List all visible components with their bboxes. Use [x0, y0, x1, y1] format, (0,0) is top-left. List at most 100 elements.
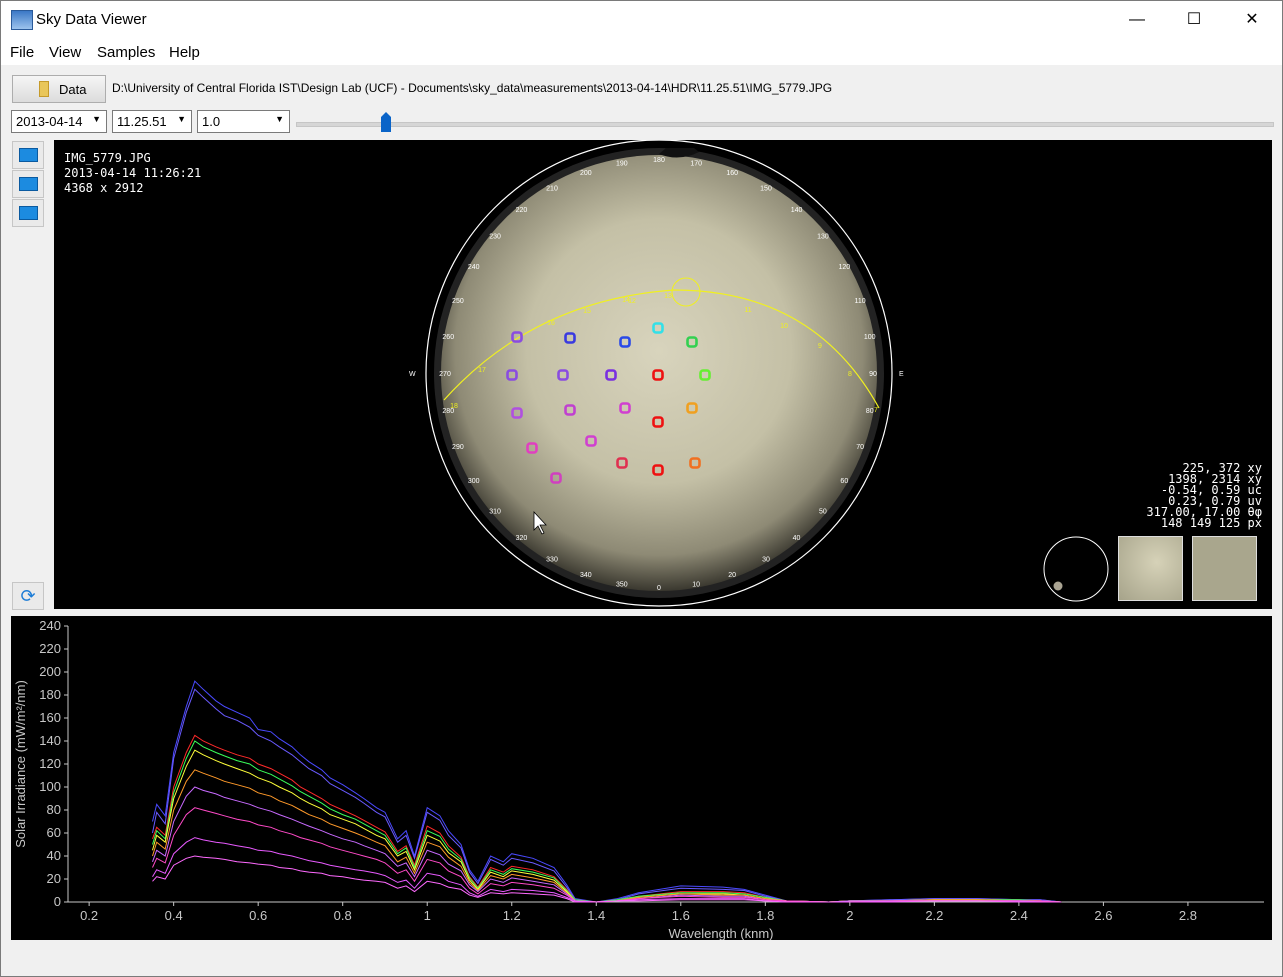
folder-icon [39, 81, 49, 97]
x-tick-label: 2.6 [1094, 908, 1112, 923]
azimuth-label: 330 [546, 556, 558, 563]
sample-point[interactable] [652, 322, 664, 334]
maximize-button[interactable]: ☐ [1186, 11, 1202, 28]
azimuth-label: 260 [442, 334, 454, 341]
capture-slider-track[interactable] [296, 122, 1274, 127]
x-tick-label: 1.4 [587, 908, 605, 923]
sample-point[interactable] [616, 457, 628, 469]
menu-help[interactable]: Help [169, 44, 200, 61]
azimuth-label: 90 [869, 371, 877, 378]
compass-east: E [899, 371, 904, 378]
sample-point[interactable] [585, 435, 597, 447]
view-button-1[interactable] [12, 141, 44, 169]
x-tick-label: 1.2 [503, 908, 521, 923]
x-tick-label: 0.2 [80, 908, 98, 923]
azimuth-label: 340 [580, 572, 592, 579]
sample-point[interactable] [686, 336, 698, 348]
azimuth-labels: 0 10 20 30 40 50 60 70 80 90 100 110 120 130 140 150 160… [439, 157, 877, 592]
irradiance-chart[interactable]: 0 20 40 60 80 100 120 140 160 180 200 220 240 0.2 0.4 0… [11, 616, 1272, 940]
chevron-down-icon: ▼ [92, 114, 101, 124]
exposure-value: 1.0 [202, 114, 221, 129]
compass-west: W [409, 371, 416, 378]
sample-point[interactable] [652, 416, 664, 428]
sample-point[interactable] [511, 407, 523, 419]
sample-point[interactable] [564, 404, 576, 416]
sample-point[interactable] [689, 457, 701, 469]
view-button-3[interactable] [12, 199, 44, 227]
y-tick-label: 0 [54, 894, 61, 909]
sample-point[interactable] [652, 369, 664, 381]
sun-hour-label: 16 [547, 320, 555, 327]
exposure-select[interactable]: 1.0 ▼ [197, 110, 290, 133]
sample-point[interactable] [652, 464, 664, 476]
menu-file[interactable]: File [10, 44, 35, 61]
time-value: 11.25.51 [117, 114, 167, 129]
sample-point[interactable] [605, 369, 617, 381]
x-tick-label: 1.6 [672, 908, 690, 923]
x-tick-label: 2.8 [1179, 908, 1197, 923]
close-button[interactable]: ✕ [1245, 11, 1259, 28]
monitor-icon [19, 177, 38, 191]
menu-bar: File View Samples Help [1, 39, 1282, 65]
sample-point[interactable] [511, 331, 523, 343]
azimuth-label: 180 [653, 157, 665, 164]
cursor-readout: 225, 372 xy 1398, 2314 xy -0.54, 0.59 uc… [1146, 462, 1262, 529]
sample-point[interactable] [506, 369, 518, 381]
azimuth-label: 250 [452, 298, 464, 305]
readout-theta-phi: 317.00, 17.00 θφ [1146, 505, 1262, 519]
y-tick-label: 140 [39, 733, 61, 748]
azimuth-label: 230 [489, 233, 501, 240]
readout-uv: 0.23, 0.79 uv [1168, 494, 1262, 508]
sky-image-viewer[interactable]: IMG_5779.JPG 2013-04-14 11:26:21 4368 x … [54, 140, 1272, 609]
y-tick-label: 180 [39, 687, 61, 702]
sample-zoom-thumbnail [1118, 536, 1183, 601]
sun-path-hours: 18 17 16 15 14 13 12 11 10 9 8 7 [450, 293, 878, 414]
azimuth-label: 170 [690, 160, 702, 167]
azimuth-label: 30 [762, 556, 770, 563]
sky-image [441, 155, 877, 591]
sample-point[interactable] [526, 442, 538, 454]
menu-view[interactable]: View [49, 44, 82, 61]
sample-point[interactable] [557, 369, 569, 381]
sample-point[interactable] [686, 402, 698, 414]
x-tick-label: 0.8 [334, 908, 352, 923]
spectrum-series-line [152, 769, 1062, 903]
window-title: Sky Data Viewer [36, 11, 147, 28]
spectrum-series-line [152, 680, 1062, 903]
spectrum-series-line [152, 749, 1062, 903]
menu-samples[interactable]: Samples [97, 44, 156, 61]
image-datetime: 2013-04-14 11:26:21 [64, 166, 202, 180]
sky-dome[interactable]: 0 102030405060708090100110120130140150160… [54, 140, 1272, 609]
image-info: IMG_5779.JPG 2013-04-14 11:26:21 4368 x … [64, 151, 201, 196]
sample-point[interactable] [619, 336, 631, 348]
azimuth-label: 200 [580, 170, 592, 177]
y-tick-label: 20 [47, 871, 61, 886]
spectrum-series-line [152, 855, 1062, 903]
sample-point[interactable] [619, 402, 631, 414]
sun-hour-label: 15 [583, 308, 591, 315]
x-axis-label: Wavelength (knm) [669, 926, 774, 940]
minimize-button[interactable]: — [1129, 11, 1145, 28]
spectrum-series-line [152, 807, 1062, 903]
date-select[interactable]: 2013-04-14 ▼ [11, 110, 107, 133]
monitor-icon [19, 206, 38, 220]
sample-point[interactable] [564, 332, 576, 344]
sample-point[interactable] [699, 369, 711, 381]
data-button[interactable]: Data [12, 75, 106, 103]
time-select[interactable]: 11.25.51 ▼ [112, 110, 192, 133]
chart-svg: 0 20 40 60 80 100 120 140 160 180 200 220 240 0.2 0.4 0… [13, 618, 1264, 940]
y-tick-label: 120 [39, 756, 61, 771]
readout-xy-image: 1398, 2314 xy [1168, 472, 1262, 486]
azimuth-label: 240 [468, 264, 480, 271]
x-tick-label: 2.2 [925, 908, 943, 923]
spectrum-series-line [152, 837, 1062, 903]
refresh-button[interactable]: ⟳ [12, 582, 44, 610]
view-button-2[interactable] [12, 170, 44, 198]
x-tick-label: 1.8 [756, 908, 774, 923]
x-tick-label: 0.4 [165, 908, 183, 923]
spectrum-series-line [152, 740, 1062, 903]
sample-point[interactable] [550, 472, 562, 484]
capture-slider-handle[interactable] [381, 112, 391, 132]
azimuth-label: 110 [855, 298, 866, 305]
sample-points[interactable] [506, 322, 711, 484]
